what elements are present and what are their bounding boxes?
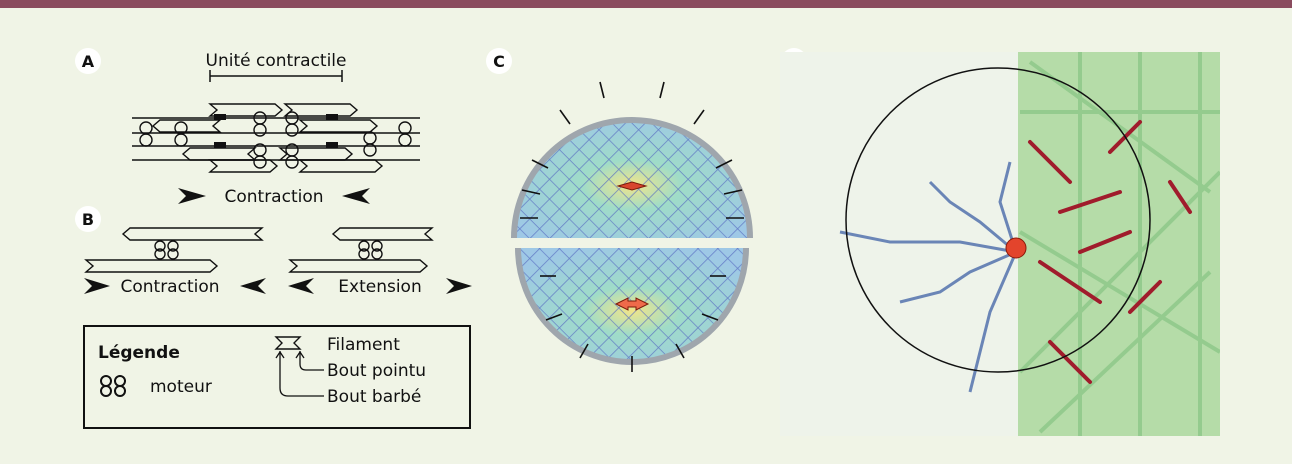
panel-b-contraction-label: Contraction: [120, 277, 219, 297]
panel-a-label: A: [75, 48, 101, 74]
legend-title: Légende: [98, 343, 180, 363]
blue-filament-network: [839, 161, 1018, 393]
upper-half-disk: [511, 117, 753, 239]
panel-d-network-render: [780, 52, 1220, 436]
panel-c-label: C: [486, 48, 512, 74]
legend-motor-icon: [100, 375, 126, 397]
legend-filament-icon: [274, 336, 302, 350]
legend-barbed-end-pointer: [279, 351, 324, 397]
panel-a-barbed-ends: [214, 114, 338, 148]
panel-b-contraction-filaments: [84, 227, 264, 273]
panel-b-extension-label: Extension: [338, 277, 421, 297]
panel-a-contraction-label: Contraction: [224, 187, 323, 207]
legend-box: [83, 325, 471, 429]
panel-b-extension-arrow-left: [288, 278, 314, 294]
upper-stress-glyph: [616, 181, 648, 191]
legend-pointed-end-pointer: [299, 351, 324, 371]
probe-circle: [845, 67, 1151, 373]
legend-barbed-end-label: Bout barbé: [327, 387, 421, 407]
legend-pointed-end-label: Bout pointu: [327, 361, 426, 381]
panel-b-label: B: [75, 206, 101, 232]
legend-motor-label: moteur: [150, 377, 212, 397]
contractile-unit-label: Unité contractile: [206, 51, 347, 71]
panel-b-contraction-arrow-right: [84, 278, 110, 294]
panel-b-extension-filaments: [288, 227, 434, 273]
contraction-arrow-right: [178, 188, 206, 204]
panel-a-filament-array: [132, 103, 420, 173]
legend-pointed-end-arrowhead: [295, 351, 305, 359]
lower-half-disk: [515, 247, 749, 365]
green-filament-network: [1018, 52, 1220, 436]
lower-stress-glyph: [614, 297, 650, 311]
panel-c-diagram: [511, 81, 753, 372]
top-accent-bar: [0, 0, 1292, 8]
panel-ab-diagram: Unité contractile Contraction: [83, 51, 472, 429]
contraction-arrow-left: [342, 188, 370, 204]
legend-filament-label: Filament: [327, 335, 400, 355]
legend-barbed-end-arrowhead: [275, 351, 285, 359]
boundary-force-arrows: [520, 81, 744, 372]
panel-b-contraction-arrow-left: [240, 278, 266, 294]
panel-b-extension-arrow-right: [446, 278, 472, 294]
contractile-unit-bracket: [209, 70, 343, 82]
probe-bead: [1005, 237, 1027, 259]
